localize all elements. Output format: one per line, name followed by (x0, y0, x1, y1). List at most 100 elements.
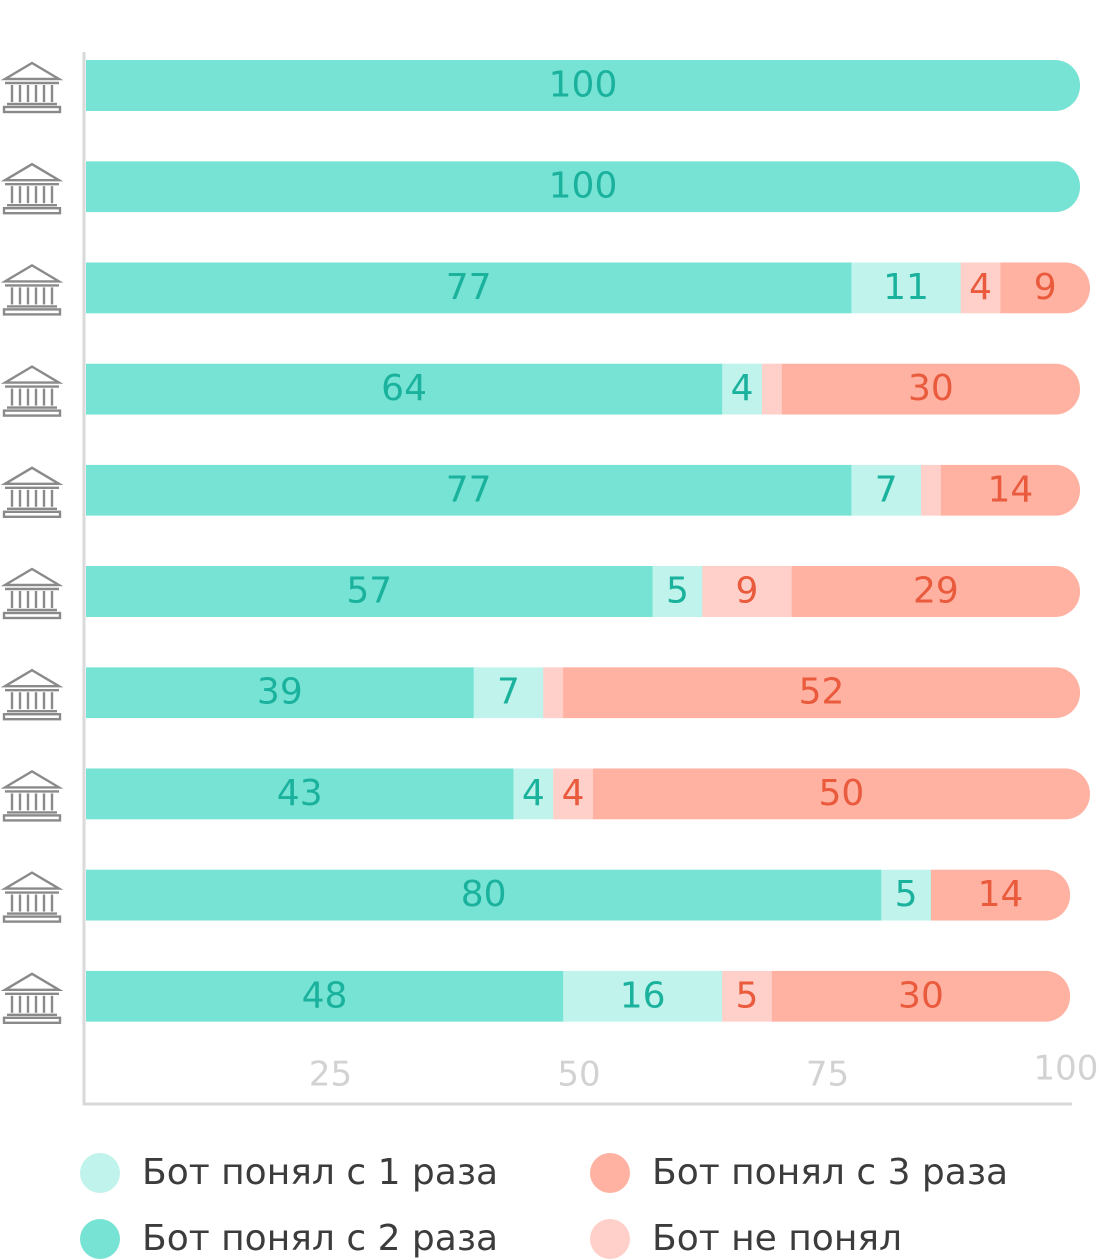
data-label-third: 14 (978, 874, 1024, 915)
bar-segment-second (86, 262, 852, 314)
bar-segment-first (722, 363, 763, 415)
bank-building-icon (0, 466, 64, 518)
legend-label: Бот понял с 2 раза (142, 1218, 499, 1259)
bar-segment-second (86, 566, 654, 617)
legend: Бот понял с 1 раза Бот понял с 3 раза Бо… (0, 1140, 1100, 1260)
bar-segment-not (702, 566, 793, 617)
data-label-not: 9 (736, 571, 759, 612)
data-label-second: 57 (346, 571, 392, 612)
bar-segment-not (920, 464, 942, 516)
bar-segment-first (851, 464, 922, 516)
legend-item-not-understood: Бот не понял (590, 1218, 902, 1259)
data-label-first: 7 (497, 672, 520, 713)
bar-segment-second (86, 161, 1080, 213)
data-label-third: 9 (1034, 267, 1057, 308)
data-label-second: 43 (277, 773, 323, 814)
bar-segment-third (592, 768, 1090, 820)
bank-building-icon (0, 770, 64, 822)
bar-row (86, 869, 1071, 921)
bank-building-icon (0, 61, 64, 114)
bar-segment-third (940, 464, 1080, 516)
data-label-first: 16 (620, 975, 666, 1016)
axes: 25 50 75 100 (82, 52, 1099, 1106)
data-label-first: 5 (895, 874, 918, 915)
bank-building-icon (0, 567, 64, 620)
legend-swatch (590, 1218, 630, 1259)
bar-segment-third (781, 363, 1080, 415)
bar-segment-not (960, 262, 1001, 314)
bar-row (86, 667, 1080, 719)
data-label-second: 77 (446, 469, 492, 510)
data-label-first: 11 (883, 267, 929, 308)
data-label-second: 77 (446, 267, 492, 308)
legend-item-second-try: Бот понял с 2 раза (80, 1218, 498, 1259)
x-tick-label: 100 (1034, 1049, 1099, 1089)
bars (86, 60, 1090, 1022)
bar-segment-second (86, 869, 882, 921)
bank-building-icon (0, 365, 64, 417)
legend-label: Бот понял с 1 раза (142, 1152, 499, 1193)
bar-segment-second (86, 363, 723, 415)
bar-segment-not (761, 363, 783, 415)
data-label-third: 52 (799, 672, 845, 713)
legend-label: Бот понял с 3 раза (652, 1152, 1009, 1193)
data-label-not: 5 (736, 975, 759, 1016)
bar-segment-not (722, 970, 773, 1022)
data-label-second: 64 (381, 368, 427, 409)
bar-row (86, 262, 1090, 314)
bank-building-icon (0, 972, 64, 1024)
bank-building-icon (0, 162, 64, 215)
legend-label: Бот не понял (652, 1218, 903, 1259)
data-label-third: 30 (898, 975, 944, 1016)
bar-segment-third (563, 667, 1080, 719)
data-label-second: 100 (549, 65, 618, 106)
bar-segment-third (930, 869, 1071, 921)
data-label-second: 100 (549, 166, 618, 207)
bar-segment-first (652, 566, 703, 617)
legend-swatch (80, 1218, 120, 1259)
bar-row (86, 768, 1090, 820)
bank-building-icon (0, 668, 64, 721)
bar-segment-not (543, 667, 564, 719)
x-tick-label: 75 (806, 1055, 849, 1095)
data-label-first: 4 (731, 368, 754, 409)
bar-segment-third (791, 566, 1080, 617)
data-label-first: 5 (666, 571, 689, 612)
data-label-first: 7 (875, 469, 898, 510)
bar-row (86, 161, 1080, 213)
bar-segment-first (851, 262, 962, 314)
bar-segment-first (513, 768, 554, 820)
data-label-first: 4 (522, 773, 545, 814)
bar-segment-first (881, 869, 932, 921)
bank-icons (0, 61, 64, 1024)
bar-segment-third (1000, 262, 1090, 314)
data-label-second: 39 (257, 672, 303, 713)
data-label-second: 48 (302, 975, 348, 1016)
bank-building-icon (0, 871, 64, 923)
data-label-not: 4 (562, 773, 585, 814)
bar-row (86, 566, 1080, 617)
bank-building-icon (0, 264, 64, 316)
bar-row (86, 970, 1071, 1022)
bar-segment-second (86, 464, 852, 516)
bar-segment-first (473, 667, 544, 719)
data-label-third: 29 (913, 571, 959, 612)
bar-row (86, 464, 1080, 516)
legend-swatch (80, 1152, 120, 1193)
data-label-third: 30 (908, 368, 954, 409)
bar-segment-second (86, 768, 514, 820)
data-label-second: 80 (461, 874, 507, 915)
x-tick-label: 50 (557, 1055, 600, 1095)
bar-segment-second (86, 667, 475, 719)
bar-segment-third (771, 970, 1071, 1022)
legend-item-third-try: Бот понял с 3 раза (590, 1152, 1008, 1193)
bar-row (86, 363, 1080, 415)
x-tick-label: 25 (309, 1055, 352, 1095)
bar-segment-not (553, 768, 594, 820)
bar-segment-first (563, 970, 723, 1022)
data-label-not: 4 (969, 267, 992, 308)
data-label-third: 50 (819, 773, 865, 814)
legend-item-first-try: Бот понял с 1 раза (80, 1152, 498, 1193)
legend-swatch (590, 1152, 630, 1193)
